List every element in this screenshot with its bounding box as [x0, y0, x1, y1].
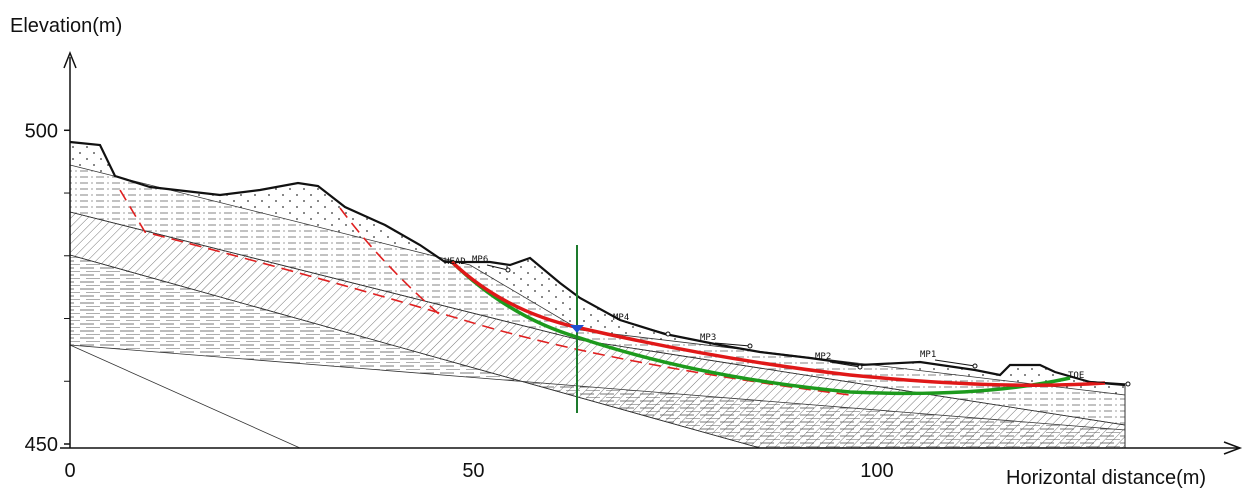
x-tick-label: 50	[462, 460, 484, 482]
point-marker	[972, 363, 978, 369]
point-marker	[1125, 381, 1131, 387]
point-marker	[857, 364, 863, 370]
point-label: MP2	[815, 352, 831, 362]
water-level	[570, 325, 584, 333]
point-label: HEAD	[444, 257, 466, 267]
slip-red	[450, 260, 1106, 387]
x-arrow	[1223, 441, 1243, 455]
x-axis-label: Horizontal distance(m)	[1006, 467, 1206, 489]
y-arrow	[63, 50, 77, 69]
point-leader	[934, 359, 976, 367]
point-label: MP1	[920, 350, 936, 360]
y-axis-label: Elevation(m)	[10, 15, 122, 37]
point-leader	[829, 361, 861, 368]
point-leader	[714, 342, 751, 347]
point-marker	[665, 331, 671, 337]
point-leader	[1082, 380, 1129, 385]
layers	[69, 140, 1126, 449]
y-tick-label: 500	[25, 120, 58, 142]
axes	[60, 50, 1243, 455]
point-leader	[486, 264, 509, 271]
y-tick-label: 450	[25, 434, 58, 456]
x-tick-label: 100	[860, 460, 893, 482]
ground-surface	[69, 140, 1126, 387]
x-tick-label: 0	[64, 460, 75, 482]
point-marker	[505, 267, 511, 273]
point-label: MP6	[472, 255, 488, 265]
slip-dashed	[119, 189, 851, 396]
point-label: MP3	[700, 333, 716, 343]
point-label: TOE	[1068, 371, 1084, 381]
point-label: MP4	[613, 313, 629, 323]
slip-surfaces	[119, 189, 1106, 413]
layer-dotted	[70, 142, 1125, 395]
point-marker	[747, 343, 753, 349]
slip-green	[450, 260, 1071, 396]
point-leader	[627, 322, 669, 335]
